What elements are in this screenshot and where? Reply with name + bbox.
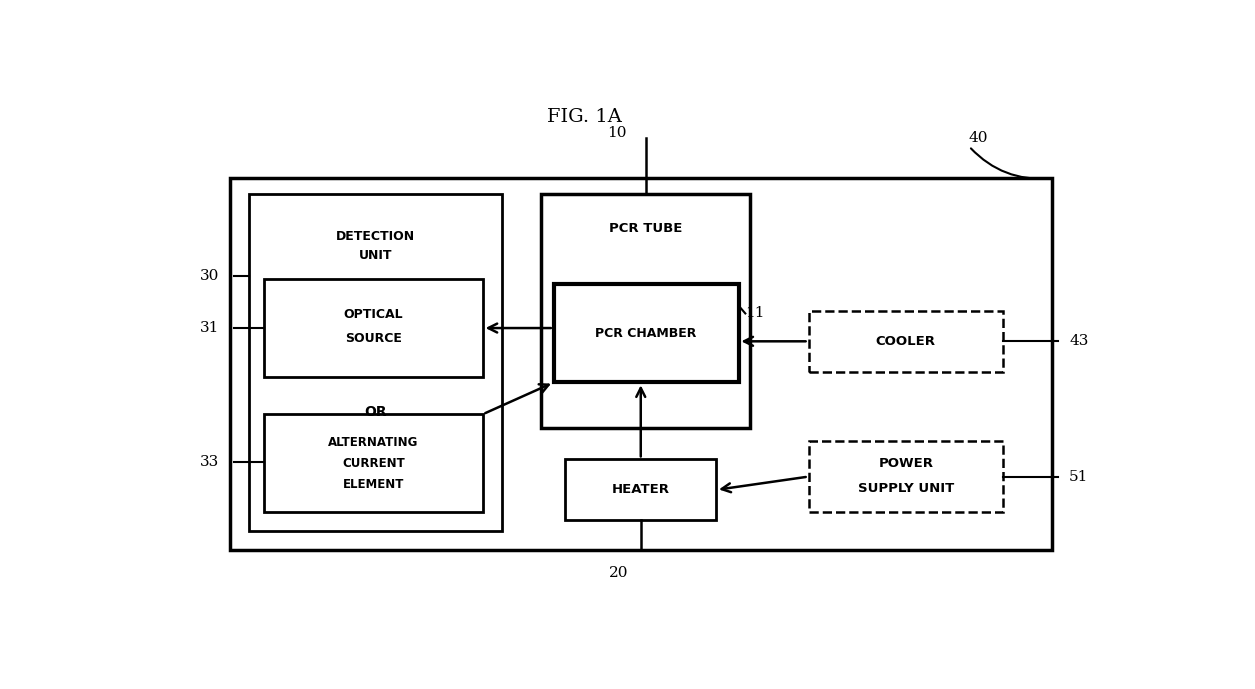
Text: CURRENT: CURRENT (341, 457, 404, 470)
Text: SUPPLY UNIT: SUPPLY UNIT (857, 482, 954, 495)
Text: 40: 40 (969, 132, 989, 145)
Text: HEATER: HEATER (611, 484, 670, 496)
Bar (264, 279, 483, 377)
Text: UNIT: UNIT (359, 249, 393, 262)
Text: PCR TUBE: PCR TUBE (609, 222, 683, 235)
Text: DETECTION: DETECTION (336, 230, 415, 243)
Text: 20: 20 (609, 566, 629, 580)
Text: ALTERNATING: ALTERNATING (328, 435, 418, 449)
Text: OR: OR (364, 404, 387, 419)
Text: 51: 51 (1069, 470, 1088, 484)
Text: 31: 31 (200, 321, 220, 336)
Bar (808, 311, 1003, 372)
Bar (250, 194, 502, 531)
Text: ELEMENT: ELEMENT (343, 478, 404, 491)
Text: COOLER: COOLER (876, 335, 936, 348)
Text: 43: 43 (1069, 334, 1088, 348)
Bar (541, 194, 750, 427)
Bar (566, 460, 717, 520)
Bar (553, 285, 738, 382)
Text: 10: 10 (607, 126, 626, 140)
Text: 33: 33 (200, 455, 220, 469)
Bar (264, 414, 483, 513)
Bar (808, 441, 1003, 513)
Text: POWER: POWER (878, 457, 934, 470)
Text: PCR CHAMBER: PCR CHAMBER (595, 327, 697, 340)
Text: SOURCE: SOURCE (345, 332, 402, 345)
Text: 30: 30 (200, 269, 220, 283)
Text: 11: 11 (745, 307, 764, 320)
Text: FIG. 1A: FIG. 1A (547, 108, 622, 126)
Bar (230, 178, 1052, 550)
Text: OPTICAL: OPTICAL (344, 308, 403, 321)
